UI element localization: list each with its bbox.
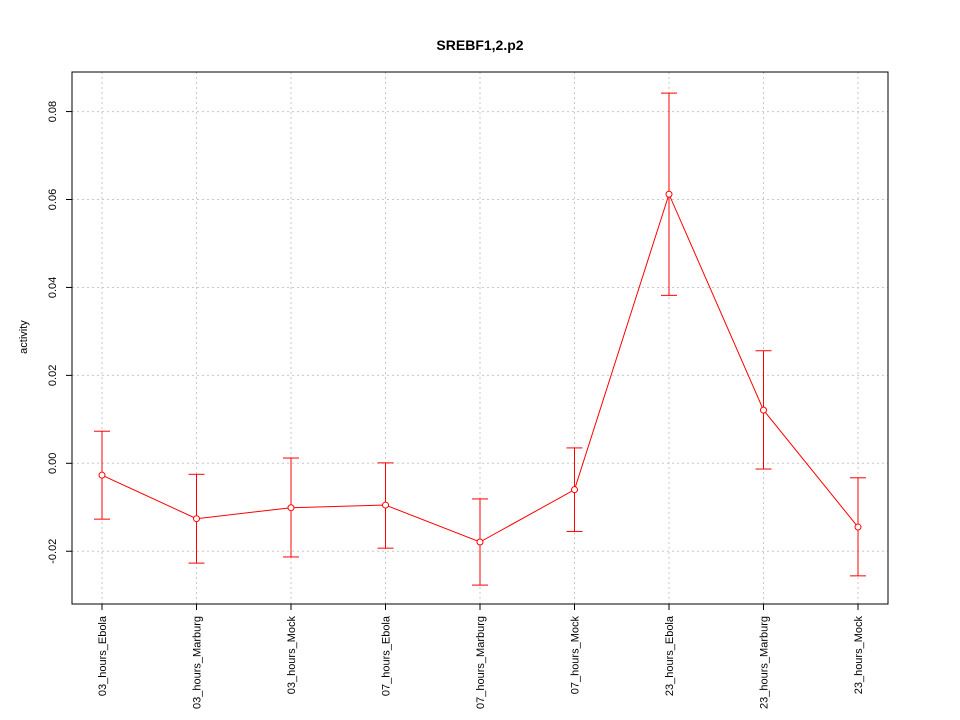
y-axis-label: activity [18, 320, 30, 354]
y-tick-label: -0.02 [47, 539, 59, 564]
data-point [854, 523, 862, 531]
y-tick-label: 0.00 [47, 453, 59, 474]
series [94, 92, 866, 586]
data-point [476, 538, 484, 546]
grid-lines [72, 72, 888, 604]
data-point [571, 486, 578, 494]
data-point [665, 190, 673, 198]
x-tick-label: 07_hours_Ebola [381, 615, 393, 696]
data-point [382, 501, 389, 509]
y-tick-label: 0.08 [47, 101, 59, 122]
y-tick-label: 0.06 [47, 189, 59, 210]
x-tick-label: 23_hours_Marburg [759, 616, 771, 709]
plot-frame [71, 71, 889, 605]
data-point [760, 406, 767, 414]
data-point [193, 515, 200, 523]
data-point [98, 471, 106, 479]
x-tick-label: 23_hours_Mock [853, 616, 865, 695]
axes: -0.02 0.00 0.02 0.04 0.06 0.08 03_hours_Ebola 0… [47, 101, 865, 709]
x-tick-label: 03_hours_Ebola [97, 615, 109, 696]
x-tick-label: 07_hours_Marburg [475, 616, 487, 709]
y-tick-label: 0.04 [47, 277, 59, 298]
x-tick-label: 03_hours_Mock [286, 616, 298, 695]
x-tick-label: 03_hours_Marburg [192, 616, 204, 709]
chart-title: SREBF1,2.p2 [436, 37, 523, 53]
data-point [287, 504, 295, 512]
x-tick-label: 23_hours_Ebola [664, 615, 676, 696]
x-tick-label: 07_hours_Mock [570, 616, 582, 695]
y-tick-label: 0.02 [47, 365, 59, 386]
